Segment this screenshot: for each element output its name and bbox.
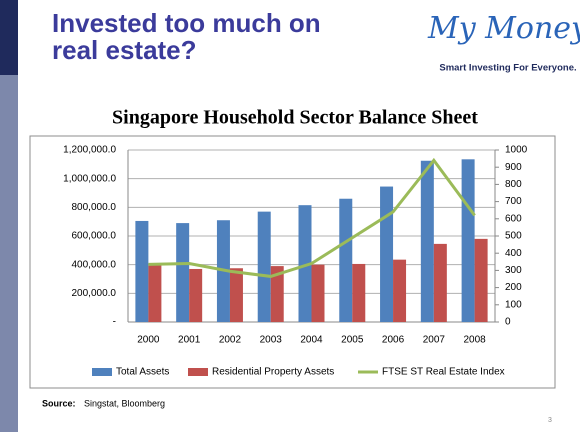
chart-border bbox=[29, 135, 556, 389]
y2-tick-label: 1000 bbox=[505, 145, 528, 156]
bar bbox=[339, 198, 353, 322]
bar bbox=[352, 263, 366, 322]
y-tick-label: 200,000.0 bbox=[72, 288, 117, 299]
bar bbox=[148, 264, 162, 322]
x-tick-label: 2003 bbox=[260, 335, 283, 346]
bar bbox=[393, 259, 407, 322]
bar bbox=[189, 268, 203, 322]
bar bbox=[257, 211, 271, 322]
y2-tick-label: 200 bbox=[505, 282, 522, 293]
source-label: Source: bbox=[42, 398, 76, 408]
y2-tick-label: 100 bbox=[505, 299, 522, 310]
y2-tick-label: 600 bbox=[505, 213, 522, 224]
bar bbox=[176, 223, 190, 322]
slide-title: Invested too much on real estate? bbox=[52, 8, 321, 65]
source-text: Singstat, Bloomberg bbox=[84, 398, 165, 408]
bar bbox=[474, 238, 488, 322]
y-tick-label: 600,000.0 bbox=[72, 231, 117, 242]
y-tick-label: - bbox=[113, 317, 116, 328]
y-tick-label: 1,000,000.0 bbox=[63, 173, 116, 184]
line bbox=[148, 157, 476, 278]
y2-tick-label: 700 bbox=[505, 196, 522, 207]
y2-tick-label: 400 bbox=[505, 248, 522, 259]
y2-tick-label: 500 bbox=[505, 231, 522, 242]
x-tick-label: 2005 bbox=[341, 335, 364, 346]
page-number: 3 bbox=[548, 417, 552, 424]
chart-title: Singapore Household Sector Balance Sheet bbox=[112, 107, 478, 129]
legend-label: Residential Property Assets bbox=[212, 367, 334, 378]
x-tick-label: 2006 bbox=[382, 335, 405, 346]
legend-label: Total Assets bbox=[116, 367, 169, 378]
bar bbox=[461, 159, 475, 322]
bar bbox=[135, 220, 149, 322]
x-tick-label: 2001 bbox=[178, 335, 201, 346]
stripe bbox=[0, 75, 18, 432]
y-tick-label: 800,000.0 bbox=[72, 202, 117, 213]
y-tick-label: 400,000.0 bbox=[72, 259, 117, 270]
bar bbox=[380, 186, 394, 322]
y2-tick-label: 900 bbox=[505, 162, 522, 173]
x-tick-label: 2007 bbox=[423, 335, 446, 346]
y-tick-label: 1,200,000.0 bbox=[63, 145, 116, 156]
legend-marker bbox=[92, 368, 112, 376]
x-tick-label: 2002 bbox=[219, 335, 242, 346]
x-tick-label: 2004 bbox=[300, 335, 323, 346]
tagline: Smart Investing For Everyone. bbox=[439, 63, 576, 74]
stripe-top bbox=[0, 0, 18, 75]
x-tick-label: 2008 bbox=[463, 335, 486, 346]
y2-tick-label: 300 bbox=[505, 265, 522, 276]
legend-label: FTSE ST Real Estate Index bbox=[382, 367, 505, 378]
bar bbox=[420, 160, 434, 322]
x-tick-label: 2000 bbox=[137, 335, 160, 346]
logo: My Money bbox=[427, 11, 580, 46]
bar bbox=[311, 264, 325, 322]
bar bbox=[270, 266, 284, 322]
y2-tick-label: 0 bbox=[505, 317, 511, 328]
legend-marker bbox=[188, 368, 208, 376]
bar bbox=[229, 268, 243, 322]
y2-tick-label: 800 bbox=[505, 179, 522, 190]
bar bbox=[298, 205, 312, 322]
bar bbox=[433, 243, 447, 322]
